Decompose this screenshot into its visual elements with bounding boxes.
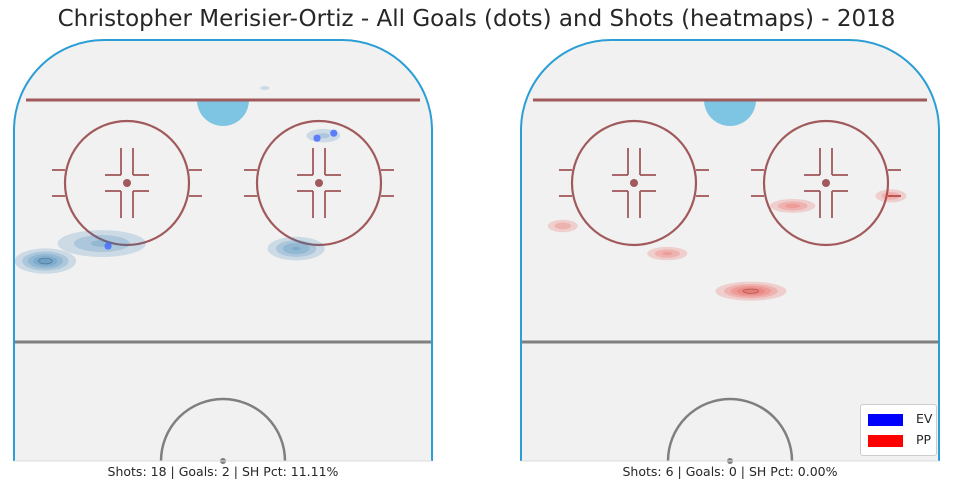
- heat-level-0-0: [715, 281, 787, 301]
- heat-level-0-0: [14, 248, 77, 274]
- ev-caption: Shots: 18 | Goals: 2 | SH Pct: 11.11%: [107, 464, 339, 479]
- goal-dot-0: [104, 242, 112, 250]
- heat-level-3-0: [547, 219, 578, 233]
- heat-level-2-0: [770, 199, 816, 213]
- shot-heatmap: [547, 189, 907, 301]
- heat-level-1-1: [654, 249, 680, 258]
- legend-swatch-pp: [868, 435, 903, 447]
- heat-level-1-1: [73, 235, 130, 253]
- heat-level-0-2: [27, 253, 63, 269]
- rink-ice: [521, 40, 939, 461]
- heat-level-0-3: [736, 287, 765, 295]
- heat-level-1-0: [57, 230, 146, 257]
- rink-panel-pp: [520, 39, 940, 464]
- shot-heatmap: [14, 85, 341, 274]
- faceoff-circle-left: [52, 119, 202, 247]
- heat-level-1-0: [647, 246, 688, 261]
- goal-crease: [197, 100, 249, 126]
- heat-level-4-0: [260, 85, 270, 91]
- faceoff-circle-left: [559, 119, 709, 247]
- boards: [13, 39, 433, 461]
- heat-level-2-0: [267, 236, 325, 261]
- heat-level-0-1: [22, 251, 69, 271]
- goal-dot-2: [313, 134, 321, 142]
- heat-level-3-1: [554, 222, 572, 230]
- heat-level-0-3: [33, 256, 58, 267]
- heat-level-1-2: [662, 251, 673, 256]
- heat-level-0-2: [730, 285, 772, 297]
- heat-level-2-2: [785, 203, 801, 209]
- faceoff-circle-right: [244, 119, 394, 247]
- heat-level-4-2: [888, 194, 893, 198]
- center-circle: [159, 397, 287, 462]
- heat-level-0-4: [742, 288, 760, 294]
- heat-level-4-1: [881, 191, 901, 200]
- legend-label-ev: EV: [916, 411, 933, 426]
- heat-level-2-3: [291, 246, 301, 251]
- faceoff-circle-right: [751, 119, 901, 247]
- heat-level-2-1: [275, 240, 317, 257]
- heat-level-0-4: [38, 257, 53, 265]
- legend-label-pp: PP: [916, 432, 932, 447]
- heat-level-4-0: [875, 189, 907, 203]
- rink-ice: [14, 40, 432, 461]
- heat-level-2-1: [777, 201, 808, 211]
- center-circle: [666, 397, 794, 462]
- chart-title: Christopher Merisier-Ortiz - All Goals (…: [57, 6, 896, 32]
- legend: EV PP: [860, 404, 937, 456]
- boards: [520, 39, 940, 461]
- heat-level-2-2: [282, 242, 310, 255]
- heat-level-0-1: [724, 284, 778, 299]
- goal-dot-1: [330, 129, 338, 137]
- rink-panel-ev: [13, 39, 433, 464]
- goal-crease: [704, 100, 756, 126]
- pp-caption: Shots: 6 | Goals: 0 | SH Pct: 0.00%: [622, 464, 838, 479]
- legend-swatch-ev: [868, 414, 903, 426]
